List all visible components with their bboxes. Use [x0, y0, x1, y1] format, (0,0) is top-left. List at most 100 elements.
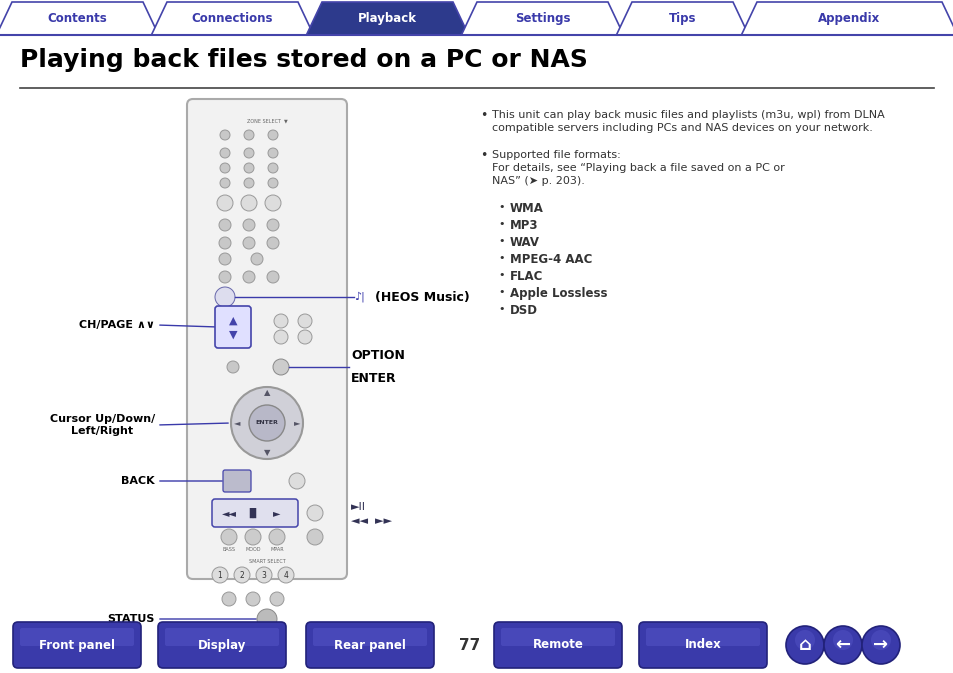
Text: BACK: BACK — [121, 476, 154, 486]
Circle shape — [268, 178, 277, 188]
Text: This unit can play back music files and playlists (m3u, wpl) from DLNA: This unit can play back music files and … — [492, 110, 883, 120]
Circle shape — [256, 609, 276, 629]
FancyBboxPatch shape — [494, 622, 621, 668]
Circle shape — [268, 163, 277, 173]
Circle shape — [269, 529, 285, 545]
Text: •: • — [479, 110, 487, 122]
Text: •: • — [497, 202, 504, 212]
FancyBboxPatch shape — [214, 306, 251, 348]
FancyBboxPatch shape — [187, 99, 347, 579]
Circle shape — [297, 314, 312, 328]
Text: NAS” (➤ p. 203).: NAS” (➤ p. 203). — [492, 176, 584, 186]
FancyBboxPatch shape — [313, 628, 427, 646]
Circle shape — [219, 237, 231, 249]
Text: WAV: WAV — [510, 236, 539, 249]
Circle shape — [289, 473, 305, 489]
Text: ◄◄  ►►: ◄◄ ►► — [351, 516, 392, 526]
Text: MPAR: MPAR — [270, 547, 283, 552]
Text: Contents: Contents — [48, 12, 108, 25]
Text: Settings: Settings — [515, 12, 570, 25]
Circle shape — [862, 626, 899, 664]
Text: •: • — [497, 270, 504, 280]
FancyBboxPatch shape — [500, 628, 615, 646]
Circle shape — [245, 529, 261, 545]
Circle shape — [219, 271, 231, 283]
Circle shape — [870, 630, 890, 650]
Text: ►: ► — [273, 508, 280, 518]
Circle shape — [220, 178, 230, 188]
Text: ►: ► — [294, 419, 300, 427]
Polygon shape — [461, 2, 623, 35]
Circle shape — [244, 178, 253, 188]
Text: compatible servers including PCs and NAS devices on your network.: compatible servers including PCs and NAS… — [492, 123, 872, 133]
Circle shape — [233, 567, 250, 583]
Circle shape — [227, 361, 239, 373]
FancyBboxPatch shape — [20, 628, 133, 646]
Text: Apple Lossless: Apple Lossless — [510, 287, 607, 300]
Text: ▲: ▲ — [263, 388, 270, 398]
Text: MOOD: MOOD — [245, 547, 260, 552]
Text: OPTION: OPTION — [351, 349, 404, 362]
Circle shape — [243, 271, 254, 283]
Circle shape — [307, 505, 323, 521]
Circle shape — [267, 271, 278, 283]
Text: Display: Display — [197, 639, 246, 651]
Text: WMA: WMA — [510, 202, 543, 215]
Text: Front panel: Front panel — [39, 639, 115, 651]
Circle shape — [297, 330, 312, 344]
FancyBboxPatch shape — [165, 628, 278, 646]
Circle shape — [794, 630, 814, 650]
Text: Playing back files stored on a PC or NAS: Playing back files stored on a PC or NAS — [20, 48, 587, 72]
Circle shape — [231, 387, 303, 459]
Text: ▼: ▼ — [229, 330, 237, 340]
Text: 2: 2 — [239, 571, 244, 579]
Circle shape — [216, 195, 233, 211]
Circle shape — [220, 130, 230, 140]
Text: Rear panel: Rear panel — [334, 639, 406, 651]
Text: MP3: MP3 — [510, 219, 537, 232]
Circle shape — [246, 592, 260, 606]
Circle shape — [268, 148, 277, 158]
Polygon shape — [616, 2, 748, 35]
Circle shape — [307, 529, 323, 545]
Text: •: • — [497, 236, 504, 246]
Text: Connections: Connections — [192, 12, 273, 25]
Circle shape — [219, 219, 231, 231]
Text: ◄: ◄ — [233, 419, 240, 427]
FancyBboxPatch shape — [223, 470, 251, 492]
Circle shape — [832, 630, 852, 650]
Circle shape — [273, 359, 289, 375]
Circle shape — [785, 626, 823, 664]
Circle shape — [243, 219, 254, 231]
Text: ►II: ►II — [351, 502, 366, 512]
Polygon shape — [306, 2, 468, 35]
Text: SMART SELECT: SMART SELECT — [249, 559, 285, 564]
Text: ENTER: ENTER — [351, 372, 396, 385]
Text: •: • — [497, 287, 504, 297]
Text: ▐▌: ▐▌ — [245, 508, 260, 518]
Circle shape — [267, 237, 278, 249]
Text: Tips: Tips — [668, 12, 696, 25]
Text: BASS: BASS — [222, 547, 235, 552]
Circle shape — [249, 405, 285, 441]
Circle shape — [221, 529, 236, 545]
Text: Appendix: Appendix — [818, 12, 880, 25]
FancyBboxPatch shape — [645, 628, 760, 646]
Text: •: • — [497, 219, 504, 229]
Polygon shape — [740, 2, 953, 35]
Circle shape — [243, 237, 254, 249]
Circle shape — [251, 253, 263, 265]
Circle shape — [255, 567, 272, 583]
Circle shape — [212, 567, 228, 583]
Text: •: • — [497, 253, 504, 263]
Text: CH/PAGE ∧∨: CH/PAGE ∧∨ — [79, 320, 154, 330]
FancyBboxPatch shape — [639, 622, 766, 668]
Circle shape — [219, 253, 231, 265]
FancyBboxPatch shape — [306, 622, 434, 668]
Circle shape — [277, 567, 294, 583]
Circle shape — [244, 148, 253, 158]
Text: •: • — [497, 304, 504, 314]
Text: →: → — [873, 636, 887, 654]
Circle shape — [241, 195, 256, 211]
Text: ◄◄: ◄◄ — [221, 508, 236, 518]
